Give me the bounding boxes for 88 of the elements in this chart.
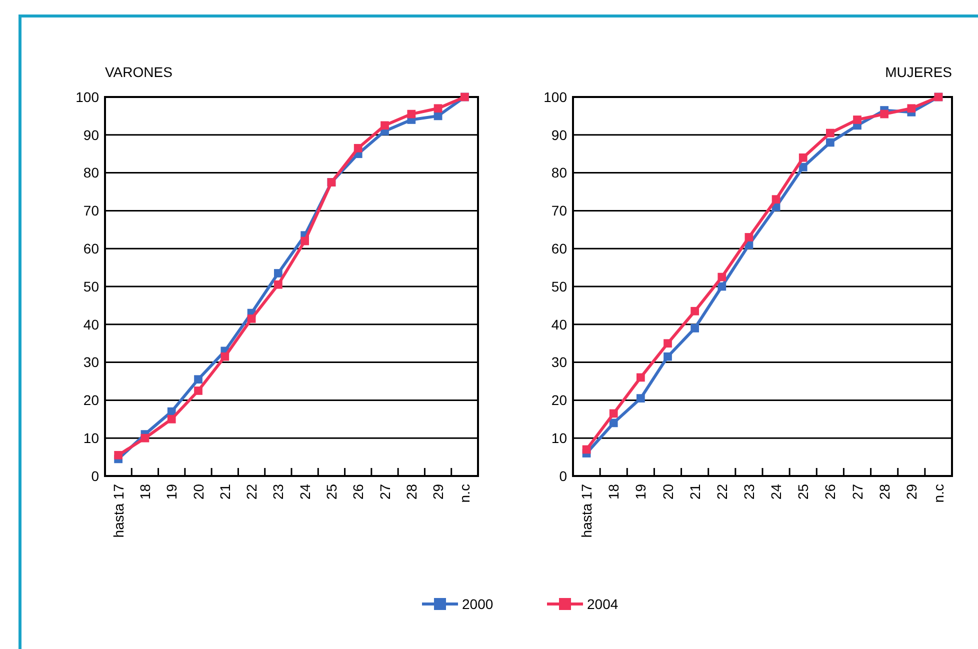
point <box>609 409 618 418</box>
point <box>274 280 282 289</box>
y-tick-label: 20 <box>83 392 100 408</box>
x-tick-label: 24 <box>768 484 784 500</box>
point <box>826 138 834 147</box>
legend-label: 2004 <box>587 596 618 612</box>
x-tick-label: 18 <box>136 484 153 500</box>
point <box>354 144 362 152</box>
point <box>798 162 808 172</box>
point <box>114 450 123 460</box>
point <box>636 373 645 382</box>
y-tick-label: 60 <box>83 240 100 256</box>
y-tick-label: 50 <box>83 278 100 294</box>
point <box>664 339 672 348</box>
x-tick-label: 19 <box>164 484 180 500</box>
point <box>434 104 442 113</box>
point <box>407 110 416 118</box>
point <box>798 153 808 162</box>
point <box>300 236 310 246</box>
point <box>220 352 230 361</box>
point <box>194 375 202 384</box>
y-tick-label: 100 <box>544 88 568 105</box>
point <box>582 445 591 454</box>
point <box>247 314 256 323</box>
y-tick-label: 50 <box>551 278 568 294</box>
point <box>609 418 618 428</box>
x-tick-label: n.c <box>456 484 473 503</box>
x-tick-label: 26 <box>822 484 838 500</box>
x-tick-label: 27 <box>376 484 393 500</box>
x-tick-label: 29 <box>430 484 446 500</box>
x-tick-label: 26 <box>350 484 366 500</box>
point <box>772 195 780 204</box>
x-tick-label: 22 <box>244 484 260 500</box>
point <box>718 282 726 291</box>
point <box>690 306 700 316</box>
x-tick-label: n.c <box>930 484 946 503</box>
point <box>167 414 176 424</box>
x-tick-label: 28 <box>403 484 420 500</box>
x-tick-label: hasta 17 <box>578 484 595 538</box>
x-tick-label: 29 <box>903 484 920 500</box>
y-tick-label: 30 <box>83 354 100 370</box>
point <box>636 394 645 402</box>
x-tick-label: 20 <box>660 484 676 500</box>
x-tick-label: 22 <box>714 484 730 500</box>
legend-label: 2000 <box>462 596 494 612</box>
y-tick-label: 100 <box>76 88 100 105</box>
chart-title: MUJERES <box>885 64 952 80</box>
y-tick-label: 30 <box>551 354 568 370</box>
x-tick-label: 20 <box>190 484 206 500</box>
x-tick-label: 21 <box>216 484 233 500</box>
x-tick-label: 25 <box>323 484 340 500</box>
y-tick-label: 80 <box>83 164 100 181</box>
x-tick-label: 28 <box>876 484 892 500</box>
point <box>907 104 916 113</box>
y-tick-label: 10 <box>83 430 100 446</box>
point <box>880 110 889 118</box>
chart-title: VARONES <box>105 64 172 80</box>
y-tick-label: 20 <box>551 392 568 408</box>
x-tick-label: hasta 17 <box>110 484 126 538</box>
point <box>690 324 700 332</box>
y-tick-label: 0 <box>91 468 100 484</box>
x-tick-label: 23 <box>740 484 757 500</box>
x-tick-label: 23 <box>270 484 286 500</box>
point <box>744 233 754 242</box>
x-tick-label: 19 <box>632 484 649 500</box>
x-tick-label: 27 <box>849 484 866 500</box>
y-tick-label: 40 <box>551 316 568 332</box>
point <box>718 272 726 282</box>
y-tick-label: 80 <box>551 164 568 181</box>
x-tick-label: 21 <box>686 484 703 500</box>
x-tick-label: 25 <box>795 484 812 500</box>
x-tick-label: 18 <box>606 484 622 500</box>
point <box>853 116 862 124</box>
y-tick-label: 90 <box>83 126 100 143</box>
y-tick-label: 70 <box>83 202 100 219</box>
point <box>274 269 282 278</box>
point <box>380 121 389 130</box>
y-tick-label: 60 <box>551 240 568 256</box>
y-tick-label: 40 <box>83 316 100 332</box>
y-tick-label: 90 <box>551 126 568 143</box>
point <box>826 128 834 138</box>
point <box>664 352 672 361</box>
y-tick-label: 10 <box>551 430 568 446</box>
x-tick-label: 24 <box>296 484 313 500</box>
y-tick-label: 0 <box>559 468 568 484</box>
y-tick-label: 70 <box>551 202 568 219</box>
point <box>194 386 202 395</box>
point <box>140 434 150 442</box>
